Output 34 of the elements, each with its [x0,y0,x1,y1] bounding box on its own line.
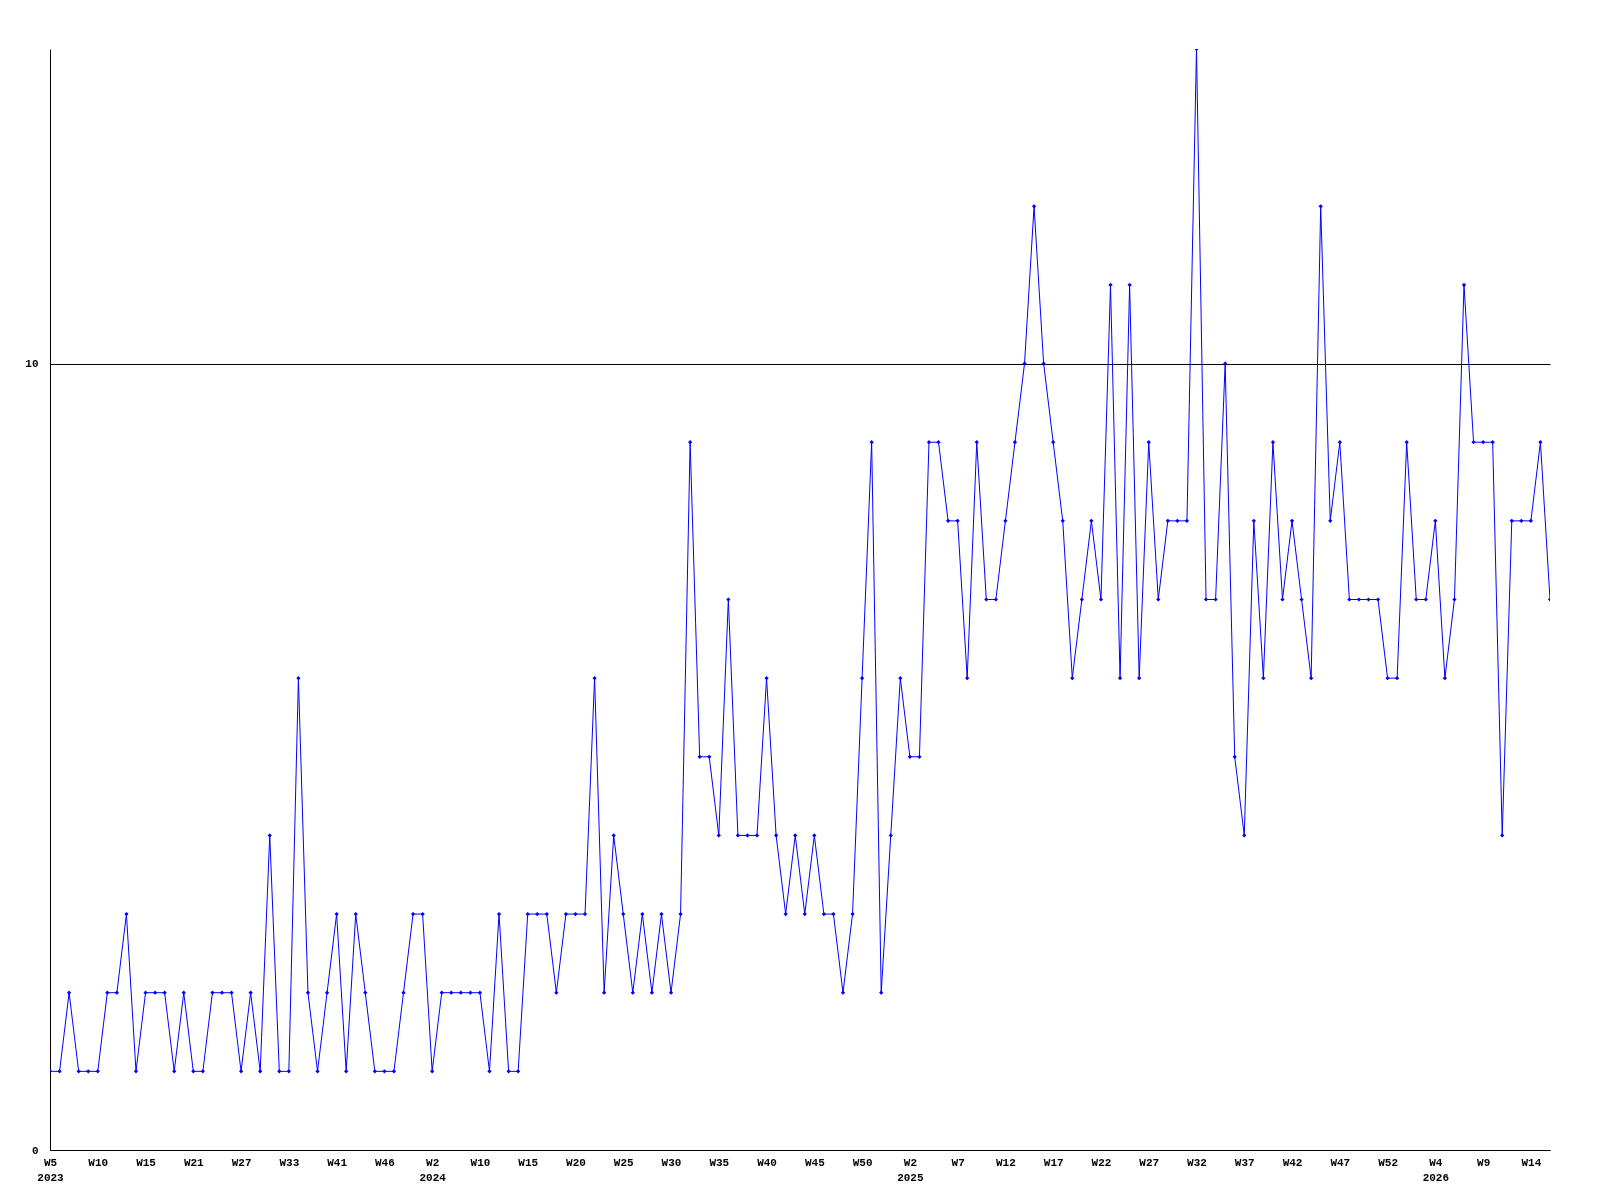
x-tick-label: W12 [996,1156,1016,1169]
x-tick-label: W2 2024 [419,1156,447,1184]
x-tick-label: W15 [136,1156,157,1169]
x-tick-label: W40 [757,1156,777,1169]
x-tick-label: W9 [1477,1156,1491,1169]
y-tick-label: 0 [31,1144,39,1157]
x-tick-label: W52 [1378,1156,1398,1169]
x-tick-label: W21 [183,1156,205,1169]
x-tick-label: W20 [566,1156,586,1169]
x-tick-label: W17 [1043,1156,1064,1169]
x-tick-label: W35 [709,1156,730,1169]
x-tick-label: W4 2026 [1422,1156,1450,1184]
x-tick-label: W50 [852,1156,873,1169]
x-tick-label: W15 [518,1156,539,1169]
x-tick-label: W46 [374,1156,395,1169]
x-tick-label: W2 2025 [897,1156,924,1184]
x-tick-label: W47 [1330,1156,1351,1169]
x-tick-label: W10 [88,1156,109,1169]
x-tick-label: W10 [470,1156,491,1169]
x-tick-label: W33 [279,1156,300,1169]
x-tick-label: W22 [1091,1156,1112,1169]
x-tick-label: W45 [804,1156,826,1169]
x-tick-label: W32 [1187,1156,1207,1169]
x-tick-label: W7 [951,1156,965,1169]
x-tick-label: W25 [613,1156,635,1169]
x-tick-label: W27 [1139,1156,1160,1169]
x-tick-label: W42 [1282,1156,1303,1169]
y-tick-label: 10 [25,358,39,371]
x-tick-label: W5 2023 [37,1156,65,1184]
x-tick-label: W41 [327,1156,348,1169]
x-tick-label: W14 [1521,1156,1542,1169]
x-tick-label: W37 [1234,1156,1255,1169]
x-tick-label: W27 [231,1156,252,1169]
x-tick-label: W30 [661,1156,682,1169]
